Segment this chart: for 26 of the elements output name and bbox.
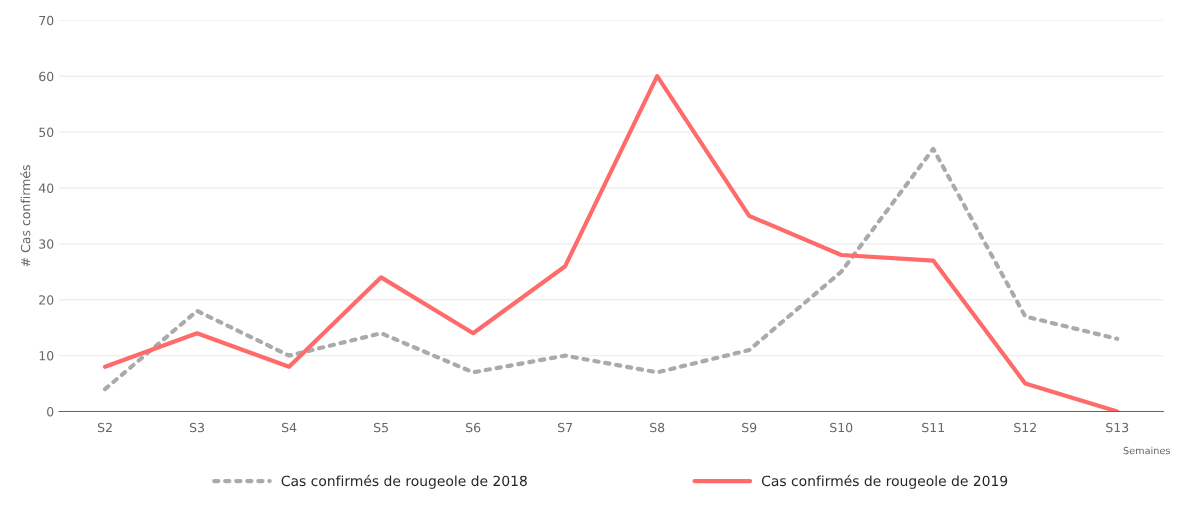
x-tick-label: S2: [97, 422, 112, 433]
x-tick-label: S10: [830, 422, 853, 433]
x-tick-label: S8: [650, 422, 665, 433]
legend-label: Cas confirmés de rougeole de 2019: [761, 474, 1008, 489]
legend-label: Cas confirmés de rougeole de 2018: [281, 474, 527, 489]
line-series: [102, 74, 1120, 412]
y-tick-label: 50: [39, 127, 54, 138]
y-axis-title: # Cas confirmés: [20, 165, 31, 267]
x-tick-label: S12: [1014, 422, 1036, 433]
x-tick-label: S6: [466, 422, 481, 433]
x-tick-label: S3: [189, 422, 205, 433]
x-tick-label: S4: [281, 422, 297, 433]
y-tick-label: 60: [39, 71, 54, 82]
line-series: [102, 146, 1120, 392]
x-tick-label: S5: [374, 422, 388, 433]
x-tick-label: S11: [922, 422, 944, 433]
y-tick-label: 40: [38, 183, 54, 193]
y-tick-label: 70: [39, 15, 54, 26]
y-tick-label: 0: [47, 406, 54, 417]
y-tick-label: 30: [39, 239, 54, 249]
y-tick-label: 10: [39, 351, 54, 361]
y-tick-label: 20: [39, 295, 54, 305]
x-tick-label: S7: [558, 422, 573, 433]
x-tick-label: S13: [1106, 422, 1129, 433]
x-tick-label: S9: [742, 422, 757, 433]
x-axis-title: Semaines: [1123, 446, 1170, 455]
